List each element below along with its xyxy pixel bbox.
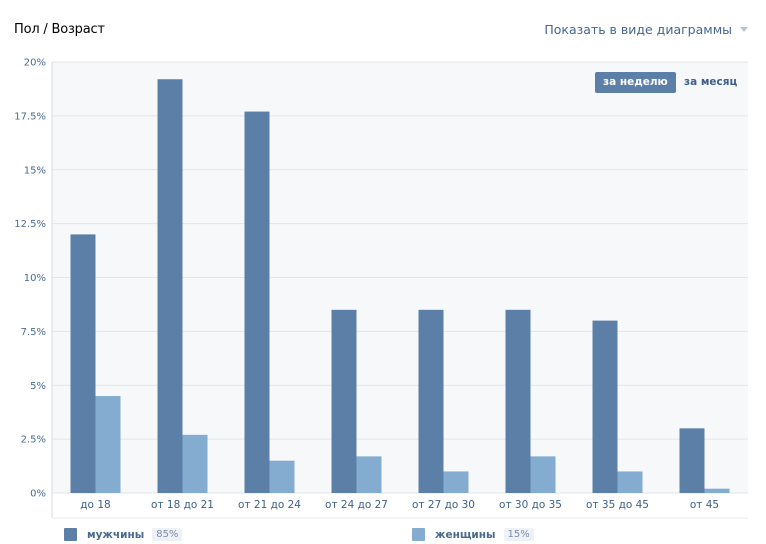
y-tick-label: 2.5% — [21, 435, 46, 446]
bar-women — [182, 434, 208, 493]
bar-men — [505, 309, 531, 493]
x-tick-label: от 21 до 24 — [238, 499, 301, 511]
chevron-down-icon — [740, 27, 748, 32]
legend-item-women[interactable]: женщины 15% — [412, 528, 534, 541]
y-tick-label: 10% — [24, 273, 46, 284]
bar-men — [679, 428, 705, 493]
y-tick-label: 7.5% — [21, 327, 46, 338]
legend-label-women: женщины — [435, 528, 496, 541]
legend-percent-men: 85% — [152, 528, 183, 541]
bar-men — [592, 320, 618, 493]
x-tick-label: от 30 до 35 — [499, 499, 562, 511]
legend-percent-women: 15% — [503, 528, 534, 541]
x-tick-label: от 18 до 21 — [151, 499, 214, 511]
bar-men — [157, 79, 183, 494]
x-tick-label: от 35 до 45 — [586, 499, 649, 511]
bar-women — [617, 471, 643, 493]
view-mode-select[interactable]: Показать в виде диаграммы — [544, 22, 748, 37]
bar-women — [356, 456, 382, 493]
bar-women — [530, 456, 556, 493]
x-tick-label: от 27 до 30 — [412, 499, 475, 511]
legend-swatch-women — [412, 528, 425, 541]
bar-men — [244, 111, 270, 493]
bar-women — [95, 396, 121, 493]
bar-men — [418, 309, 444, 493]
legend-label-men: мужчины — [87, 528, 145, 541]
bar-men — [70, 234, 96, 493]
x-tick-label: от 45 — [690, 499, 719, 511]
bar-women — [269, 460, 295, 493]
y-tick-label: 0% — [30, 489, 46, 500]
legend-item-men[interactable]: мужчины 85% — [64, 528, 183, 541]
x-tick-label: от 24 до 27 — [325, 499, 388, 511]
bar-women — [443, 471, 469, 493]
page-title: Пол / Возраст — [14, 22, 105, 37]
period-week-button[interactable]: за неделю — [595, 72, 676, 93]
bar-men — [331, 309, 357, 493]
y-tick-label: 5% — [30, 381, 46, 392]
x-tick-label: до 18 — [80, 499, 110, 511]
bar-women — [704, 488, 730, 493]
y-tick-label: 20% — [24, 58, 46, 69]
y-tick-label: 15% — [24, 165, 46, 176]
y-tick-label: 17.5% — [14, 111, 46, 122]
period-month-button[interactable]: за месяц — [684, 76, 738, 88]
y-tick-label: 12.5% — [14, 219, 46, 230]
view-mode-label: Показать в виде диаграммы — [544, 22, 732, 37]
legend-swatch-men — [64, 528, 77, 541]
